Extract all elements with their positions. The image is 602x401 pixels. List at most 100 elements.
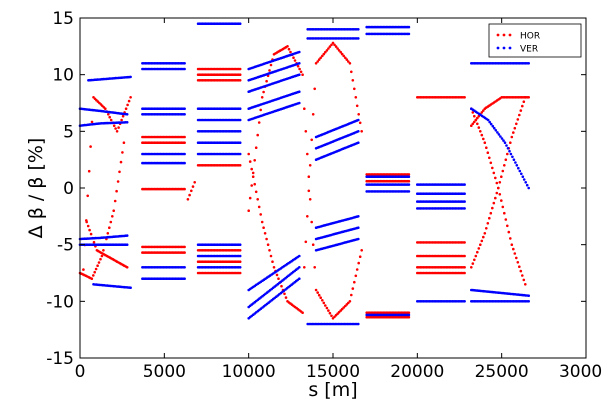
data-point	[503, 141, 507, 144]
data-point	[106, 232, 110, 235]
data-point	[183, 135, 186, 139]
data-point	[298, 67, 301, 71]
data-point	[495, 191, 499, 195]
data-point	[90, 120, 94, 124]
data-point	[407, 25, 411, 29]
data-point	[503, 211, 506, 215]
data-point	[506, 147, 510, 150]
data-point	[407, 313, 411, 317]
data-point	[109, 220, 113, 224]
data-point	[518, 265, 521, 269]
data-point	[463, 207, 466, 210]
data-point	[308, 164, 312, 167]
legend-marker	[508, 33, 512, 37]
data-point	[327, 309, 330, 312]
data-point	[317, 58, 321, 61]
data-point	[525, 183, 529, 187]
data-point	[492, 201, 496, 205]
data-point	[360, 249, 364, 252]
data-point	[254, 146, 258, 149]
data-point	[100, 254, 104, 258]
data-point	[521, 104, 524, 108]
data-point	[254, 190, 258, 194]
data-point	[477, 247, 481, 250]
data-point	[357, 226, 360, 229]
data-point	[476, 250, 479, 254]
data-point	[328, 311, 332, 315]
data-point	[480, 111, 484, 114]
data-point	[501, 205, 505, 209]
data-point	[344, 56, 347, 60]
data-point	[193, 181, 196, 184]
data-point	[483, 141, 487, 144]
data-point	[287, 47, 291, 51]
data-point	[520, 172, 523, 176]
data-point	[522, 278, 526, 282]
data-point	[86, 224, 90, 228]
data-point	[333, 43, 336, 47]
data-point	[122, 141, 126, 144]
data-point	[407, 315, 411, 319]
data-point	[293, 59, 297, 62]
data-point	[265, 237, 268, 241]
data-point	[521, 175, 525, 178]
data-point	[89, 145, 92, 148]
data-point	[509, 141, 512, 144]
data-point	[355, 268, 359, 271]
data-point	[248, 160, 252, 163]
data-point	[86, 194, 89, 198]
data-point	[357, 237, 360, 241]
data-point	[527, 300, 530, 303]
data-point	[463, 200, 466, 203]
data-point	[471, 111, 475, 114]
data-point	[183, 277, 186, 281]
data-point	[183, 161, 186, 165]
data-point	[316, 291, 320, 294]
data-point	[334, 45, 338, 48]
data-point	[348, 300, 352, 303]
data-point	[251, 175, 255, 178]
data-point	[183, 67, 186, 71]
data-point	[463, 96, 466, 99]
x-tick-label: 5000	[143, 362, 186, 382]
data-point	[351, 287, 355, 290]
data-point	[298, 90, 301, 93]
data-point	[238, 266, 242, 269]
data-point	[357, 28, 360, 31]
data-point	[298, 277, 301, 281]
data-point	[306, 152, 309, 156]
data-point	[183, 62, 186, 65]
data-point	[488, 120, 492, 124]
data-point	[354, 274, 358, 278]
data-point	[510, 135, 514, 139]
data-point	[247, 209, 250, 212]
data-point	[479, 243, 482, 246]
data-point	[357, 215, 360, 218]
data-point	[125, 113, 129, 116]
legend: HOR VER	[488, 23, 582, 58]
data-point	[515, 122, 518, 126]
data-point	[524, 283, 527, 286]
data-point	[492, 171, 496, 175]
data-point	[251, 171, 255, 175]
data-point	[114, 127, 117, 130]
data-point	[527, 62, 530, 65]
data-point	[463, 271, 466, 275]
data-point	[506, 224, 509, 228]
data-point	[357, 322, 360, 326]
data-point	[311, 243, 315, 246]
data-point	[337, 310, 341, 314]
x-tick-label: 15000	[306, 362, 360, 382]
data-point	[256, 198, 260, 201]
data-point	[238, 254, 242, 258]
data-point	[268, 249, 271, 252]
data-point	[511, 155, 514, 159]
data-point	[527, 294, 530, 298]
data-point	[115, 189, 118, 193]
data-point	[119, 160, 123, 164]
data-point	[510, 243, 514, 246]
data-point	[238, 107, 242, 110]
legend-marker	[502, 46, 506, 50]
data-point	[307, 175, 311, 178]
